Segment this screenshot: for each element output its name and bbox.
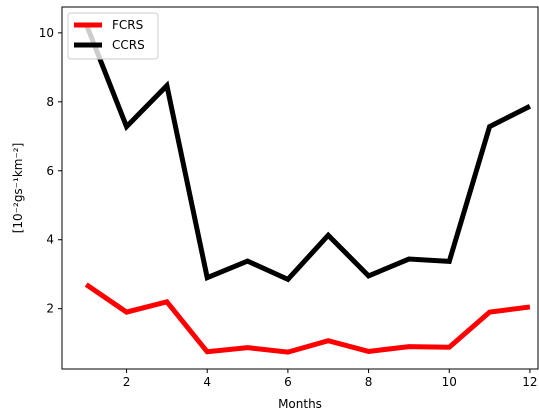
y-axis: 2 4 6 8 10: [39, 26, 62, 316]
legend-label-ccrs: CCRS: [112, 38, 145, 52]
x-tick-label: 2: [123, 375, 131, 389]
x-tick-label: 8: [365, 375, 373, 389]
y-axis-label: [10⁻²gs⁻¹km⁻²]: [11, 143, 25, 234]
legend-label-fcrs: FCRS: [112, 18, 143, 32]
y-tick-label: 6: [46, 164, 54, 178]
x-axis: 2 4 6 8 10 12: [123, 369, 538, 389]
y-tick-label: 2: [46, 302, 54, 316]
plot-area-frame: [61, 6, 539, 370]
y-tick-label: 8: [46, 95, 54, 109]
x-axis-label: Months: [278, 397, 322, 411]
series-lines: [83, 23, 532, 355]
legend: FCRS CCRS: [67, 12, 159, 60]
x-tick-label: 10: [442, 375, 457, 389]
x-tick-label: 6: [284, 375, 292, 389]
series-line-fcrs: [84, 282, 531, 355]
series-line-ccrs: [83, 23, 532, 283]
x-tick-label: 12: [522, 375, 537, 389]
x-tick-label: 4: [203, 375, 211, 389]
y-tick-label: 10: [39, 26, 54, 40]
y-tick-label: 4: [46, 233, 54, 247]
